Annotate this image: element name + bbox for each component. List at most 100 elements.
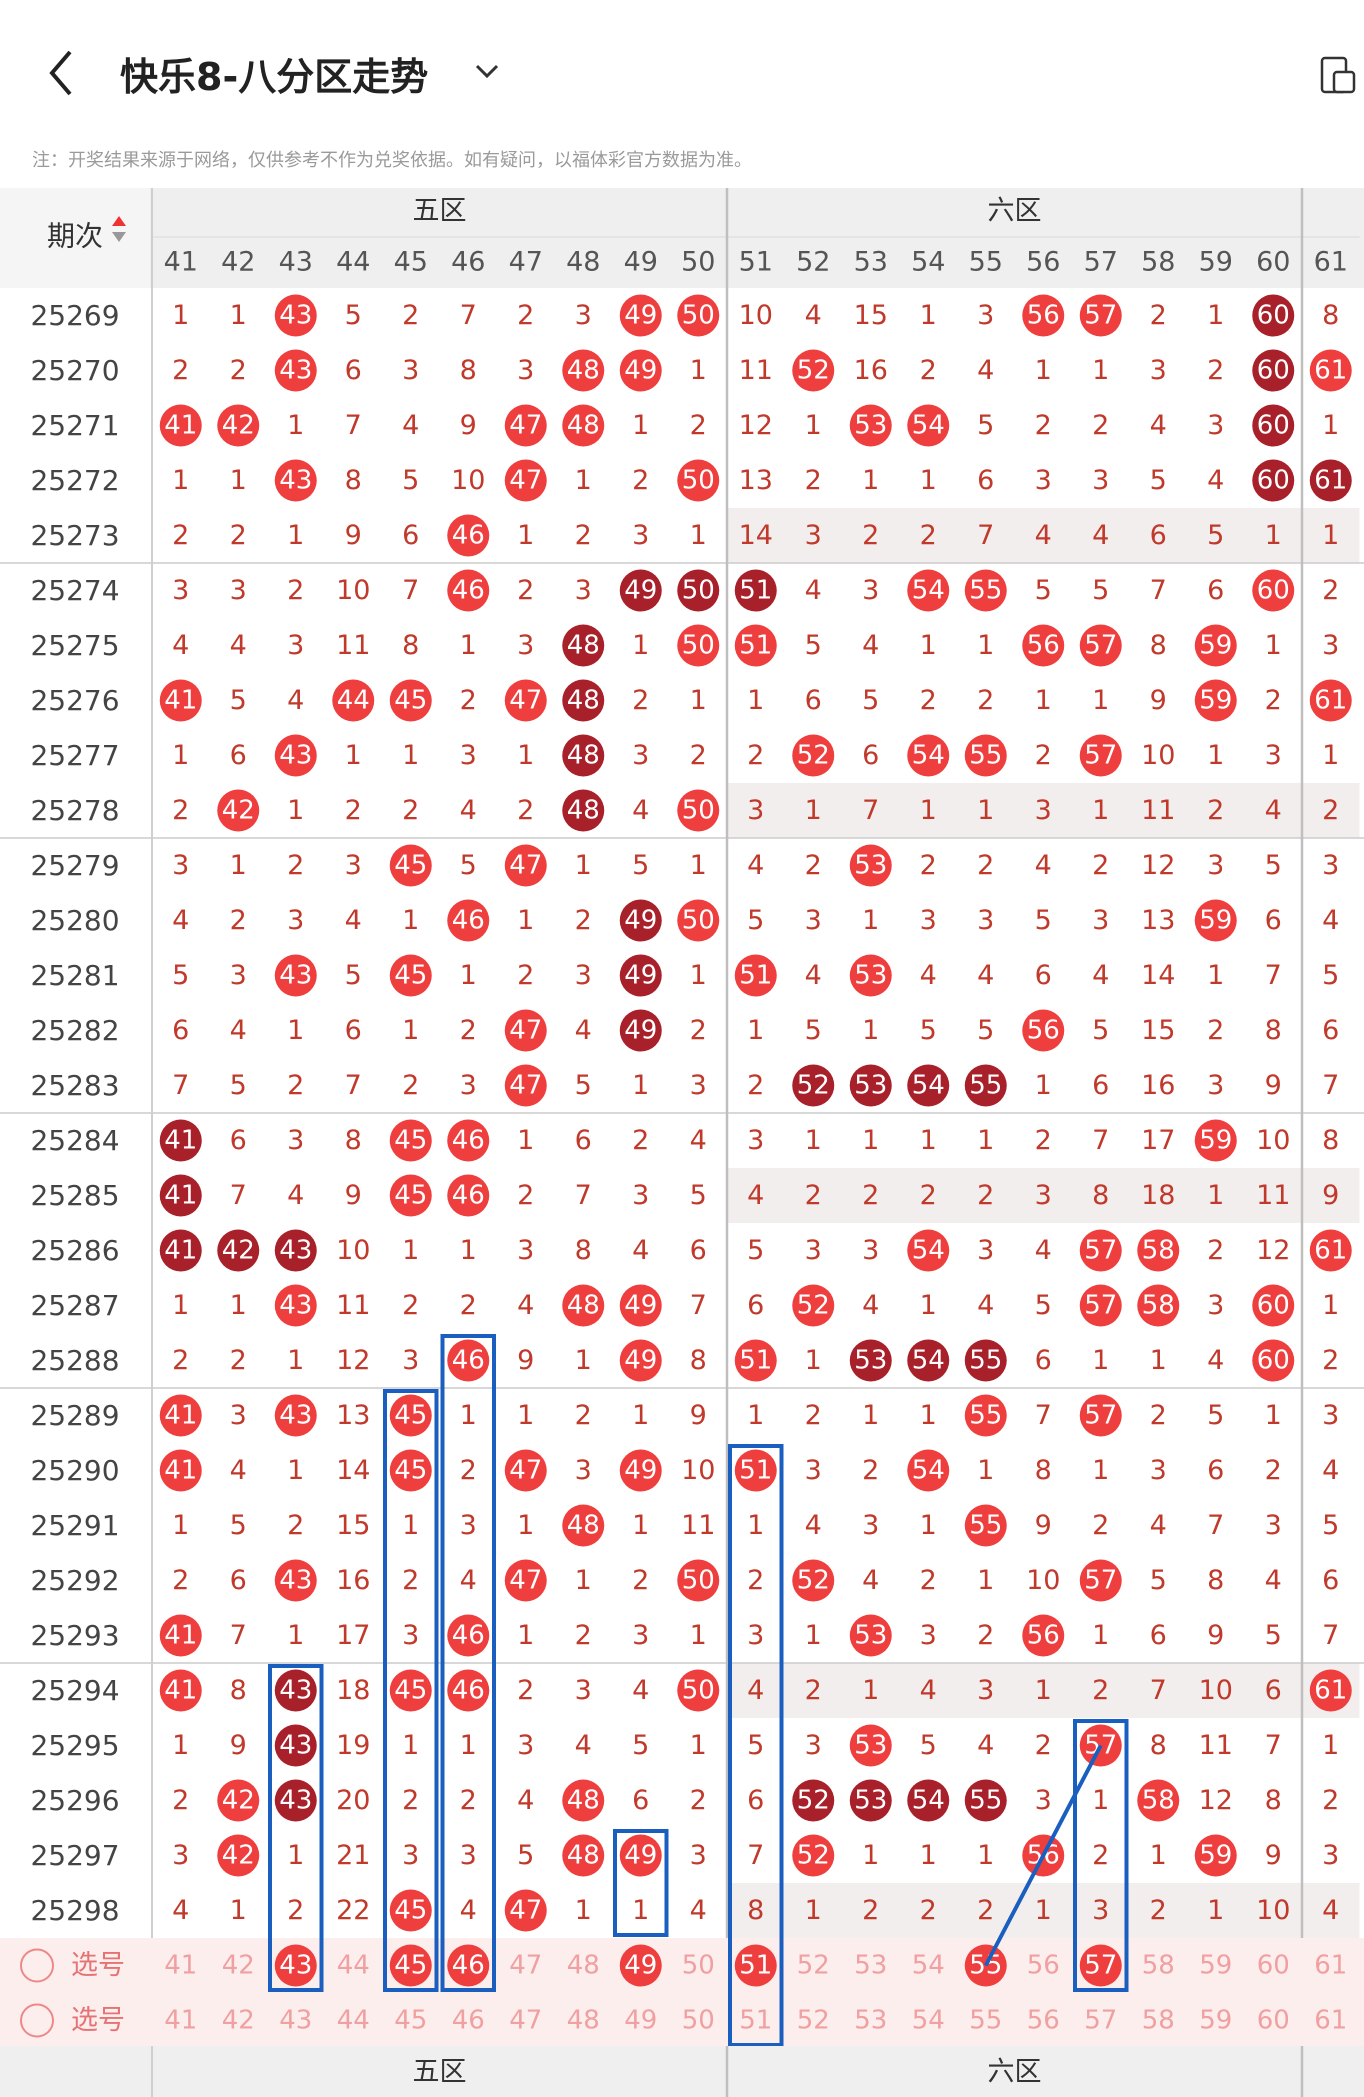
ball-number: 47 [509,1016,542,1046]
miss-count: 1 [920,630,937,661]
miss-count: 1 [690,685,707,716]
miss-count: 6 [230,740,247,771]
drawn-ball [792,1559,835,1602]
picked-ball[interactable] [274,1944,317,1987]
period-label: 25277 [30,739,119,772]
miss-count: 3 [1035,465,1052,496]
column-header: 51 [739,247,773,278]
miss-count: 1 [172,1290,189,1321]
ball-number: 50 [682,906,715,936]
drawn-ball [274,1559,317,1602]
radio-icon[interactable] [20,1948,54,1983]
drawn-ball [792,1064,835,1107]
column-header: 43 [279,247,313,278]
miss-count: 8 [1035,1455,1052,1486]
drawn-ball [332,679,375,722]
picked-ball[interactable] [619,1944,662,1987]
ball-number: 43 [279,356,312,386]
drawn-ball [1309,459,1352,502]
miss-count: 7 [172,1070,189,1101]
miss-count: 5 [920,1730,937,1761]
miss-count: 1 [862,1125,879,1156]
miss-count: 3 [1265,1510,1282,1541]
ball-number: 51 [739,1346,772,1376]
miss-count: 15 [336,1510,370,1541]
period-label: 25285 [30,1179,119,1212]
miss-count: 1 [172,740,189,771]
miss-count: 17 [1141,1125,1175,1156]
drawn-ball [389,679,432,722]
picked-ball[interactable] [389,1944,432,1987]
miss-count: 3 [805,905,822,936]
miss-count: 2 [1035,1125,1052,1156]
miss-count: 5 [747,1730,764,1761]
select-number: 51 [739,2006,772,2036]
miss-count: 2 [517,960,534,991]
drawn-ball [562,404,605,447]
miss-count: 9 [1150,685,1167,716]
ball-number: 49 [624,906,657,936]
miss-count: 2 [1322,1785,1339,1816]
picked-ball[interactable] [1079,1944,1122,1987]
drawn-ball [1079,294,1122,337]
miss-count: 5 [1265,850,1282,881]
ball-number: 42 [222,796,255,826]
miss-count: 2 [460,1015,477,1046]
miss-count: 2 [575,1620,592,1651]
picked-ball[interactable] [447,1944,490,1987]
sort-up-icon[interactable] [112,216,126,226]
miss-count: 2 [1150,1895,1167,1926]
ball-number: 46 [452,521,485,551]
miss-count: 1 [920,1290,937,1321]
ball-number: 54 [912,1456,945,1486]
drawn-ball [1252,1339,1295,1382]
ball-number: 55 [969,1346,1002,1376]
drawn-ball [562,734,605,777]
page-title[interactable]: 快乐8-八分区走势 [120,55,429,99]
miss-count: 4 [517,1290,534,1321]
select-number: 57 [1084,2006,1117,2036]
select-number: 54 [912,1951,945,1981]
drawn-ball [159,1669,202,1712]
miss-count: 1 [1265,520,1282,551]
miss-count: 5 [862,685,879,716]
ball-number: 59 [1199,686,1232,716]
miss-count: 1 [575,1565,592,1596]
miss-count: 8 [575,1235,592,1266]
device-toggle-icon[interactable] [1318,56,1358,94]
column-header: 44 [336,247,370,278]
miss-count: 5 [172,960,189,991]
chevron-down-icon[interactable] [472,56,502,86]
picked-ball[interactable] [734,1944,777,1987]
ball-number: 48 [567,356,600,386]
miss-count: 4 [1322,1895,1339,1926]
ball-number: 49 [624,356,657,386]
miss-count: 1 [690,1730,707,1761]
radio-icon[interactable] [20,2003,54,2038]
ball-number: 53 [854,961,887,991]
miss-count: 7 [460,300,477,331]
miss-count: 3 [1322,1840,1339,1871]
sort-down-icon[interactable] [112,232,126,242]
ball-number: 49 [624,961,657,991]
column-header: 46 [451,247,485,278]
period-label: 25290 [30,1454,119,1487]
ball-number: 45 [394,1181,427,1211]
miss-count: 1 [402,1730,419,1761]
ball-number: 46 [452,1181,485,1211]
ball-number: 60 [1257,1291,1290,1321]
miss-count: 3 [632,740,649,771]
drawn-ball [907,1229,950,1272]
drawn-ball [562,624,605,667]
drawn-ball [792,349,835,392]
back-chevron-icon[interactable] [42,48,82,98]
period-label: 25284 [30,1124,119,1157]
period-label: 25283 [30,1069,119,1102]
miss-count: 3 [575,300,592,331]
miss-count: 3 [632,520,649,551]
miss-count: 1 [862,1015,879,1046]
ball-number: 52 [797,356,830,386]
miss-count: 1 [920,300,937,331]
miss-count: 4 [862,1565,879,1596]
drawn-ball [504,1889,547,1932]
